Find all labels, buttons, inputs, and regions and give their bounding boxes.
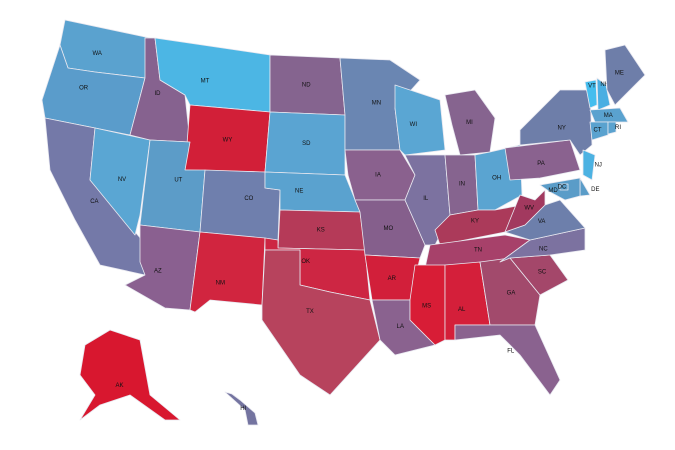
state xyxy=(519,89,593,156)
state-label: OH xyxy=(492,175,501,181)
state-label: CT xyxy=(594,127,602,133)
state-label: DE xyxy=(591,187,599,193)
state xyxy=(607,121,617,135)
state-label: CA xyxy=(90,199,98,205)
state-label: ND xyxy=(302,83,311,89)
state xyxy=(584,79,598,109)
state-label: OK xyxy=(301,259,310,265)
state xyxy=(589,121,609,141)
state xyxy=(394,84,446,156)
state-label: MO xyxy=(383,226,393,232)
state xyxy=(582,149,596,181)
state xyxy=(589,107,629,123)
state xyxy=(596,77,611,111)
state-label: IN xyxy=(459,181,465,187)
state xyxy=(79,329,181,421)
state-label: AL xyxy=(458,307,466,313)
state xyxy=(454,324,561,396)
state-label: MD xyxy=(548,188,558,194)
state-label: MS xyxy=(422,303,431,309)
state xyxy=(559,183,569,191)
state-label: VT xyxy=(588,83,596,89)
state-label: UT xyxy=(174,177,182,183)
state xyxy=(504,189,546,233)
state-label: SD xyxy=(302,141,311,147)
state xyxy=(189,231,266,313)
state xyxy=(604,44,646,106)
state-label: AK xyxy=(116,383,124,389)
state-label: OR xyxy=(79,86,89,92)
state-label: NE xyxy=(295,189,303,195)
state-label: KY xyxy=(471,219,479,225)
state-label: DC xyxy=(558,185,567,191)
state-label: SC xyxy=(538,270,547,276)
state-label: GA xyxy=(507,291,516,297)
state-label: TX xyxy=(306,309,314,315)
state-label: NV xyxy=(118,177,126,183)
state-label: NJ xyxy=(595,163,602,169)
state-label: ID xyxy=(155,91,162,97)
state-label: MT xyxy=(201,78,210,84)
state xyxy=(579,177,591,197)
state-label: WY xyxy=(223,137,233,143)
state-label: NH xyxy=(600,82,609,88)
state-label: MA xyxy=(604,113,613,119)
state-label: LA xyxy=(397,324,404,330)
state-label: AZ xyxy=(154,269,162,275)
state-label: WI xyxy=(410,122,418,128)
state-label: RI xyxy=(615,125,621,131)
state-label: AR xyxy=(388,276,397,282)
state-label: KS xyxy=(317,228,325,234)
state xyxy=(224,391,259,426)
state-label: CO xyxy=(244,196,253,202)
state-label: NC xyxy=(539,246,548,252)
state-label: ME xyxy=(615,71,624,77)
state-label: IA xyxy=(375,173,381,179)
state-label: PA xyxy=(537,161,545,167)
state-label: VA xyxy=(538,219,546,225)
state-label: WA xyxy=(92,51,101,57)
state-label: MI xyxy=(466,120,473,126)
state-label: HI xyxy=(240,406,246,412)
state-label: MN xyxy=(372,101,381,107)
state-label: NM xyxy=(216,280,225,286)
state-label: NY xyxy=(558,125,566,131)
state-label: WV xyxy=(524,205,534,211)
state-label: IL xyxy=(423,196,429,202)
state-label: FL xyxy=(507,348,515,354)
state-label: TN xyxy=(474,248,482,254)
